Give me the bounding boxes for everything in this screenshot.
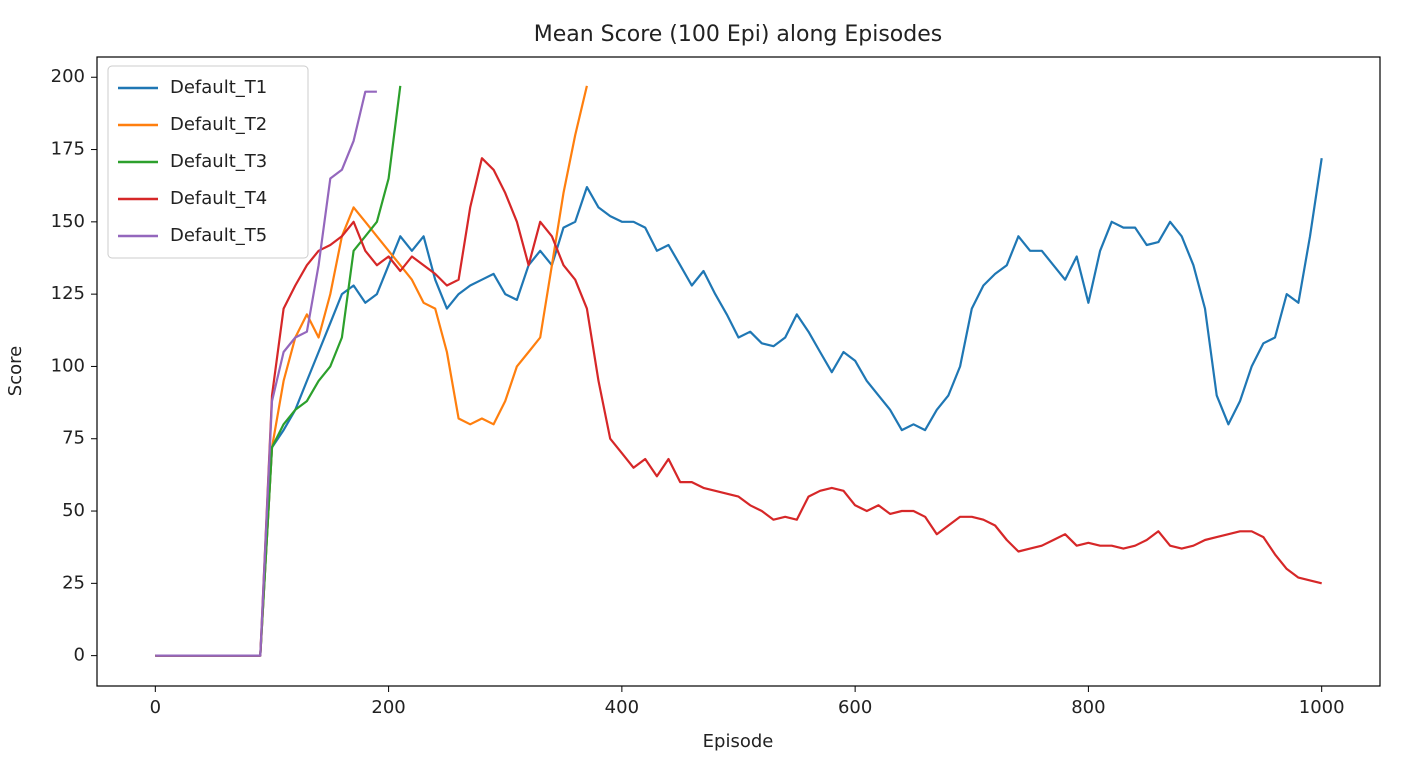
plot-area xyxy=(155,85,1323,657)
y-tick-label: 75 xyxy=(62,428,85,449)
axes-frame xyxy=(96,56,1381,687)
legend-label: Default_T2 xyxy=(170,114,267,135)
x-axis-label: Episode xyxy=(703,731,774,752)
legend-label: Default_T3 xyxy=(170,151,267,172)
y-tick-label: 100 xyxy=(51,355,85,376)
legend-box xyxy=(107,65,309,259)
x-tick-label: 400 xyxy=(605,697,639,718)
x-tick-label: 0 xyxy=(150,697,161,718)
x-tick-label: 600 xyxy=(838,697,872,718)
y-tick-label: 0 xyxy=(74,645,85,666)
legend-label: Default_T5 xyxy=(170,225,267,246)
y-tick-label: 50 xyxy=(62,500,85,521)
y-tick-label: 150 xyxy=(51,211,85,232)
legend-label: Default_T4 xyxy=(170,188,267,209)
legend-label: Default_T1 xyxy=(170,77,267,98)
y-tick-label: 125 xyxy=(51,283,85,304)
y-tick-label: 175 xyxy=(51,139,85,160)
chart-title: Mean Score (100 Epi) along Episodes xyxy=(534,22,942,47)
line-series xyxy=(155,90,377,657)
y-tick-label: 200 xyxy=(51,66,85,87)
y-axis-label: Score xyxy=(5,346,26,396)
y-tick-label: 25 xyxy=(62,572,85,593)
line-series xyxy=(155,158,1323,657)
x-tick-label: 200 xyxy=(371,697,405,718)
line-series xyxy=(155,157,1322,657)
x-tick-label: 1000 xyxy=(1299,697,1345,718)
x-tick-label: 800 xyxy=(1071,697,1105,718)
